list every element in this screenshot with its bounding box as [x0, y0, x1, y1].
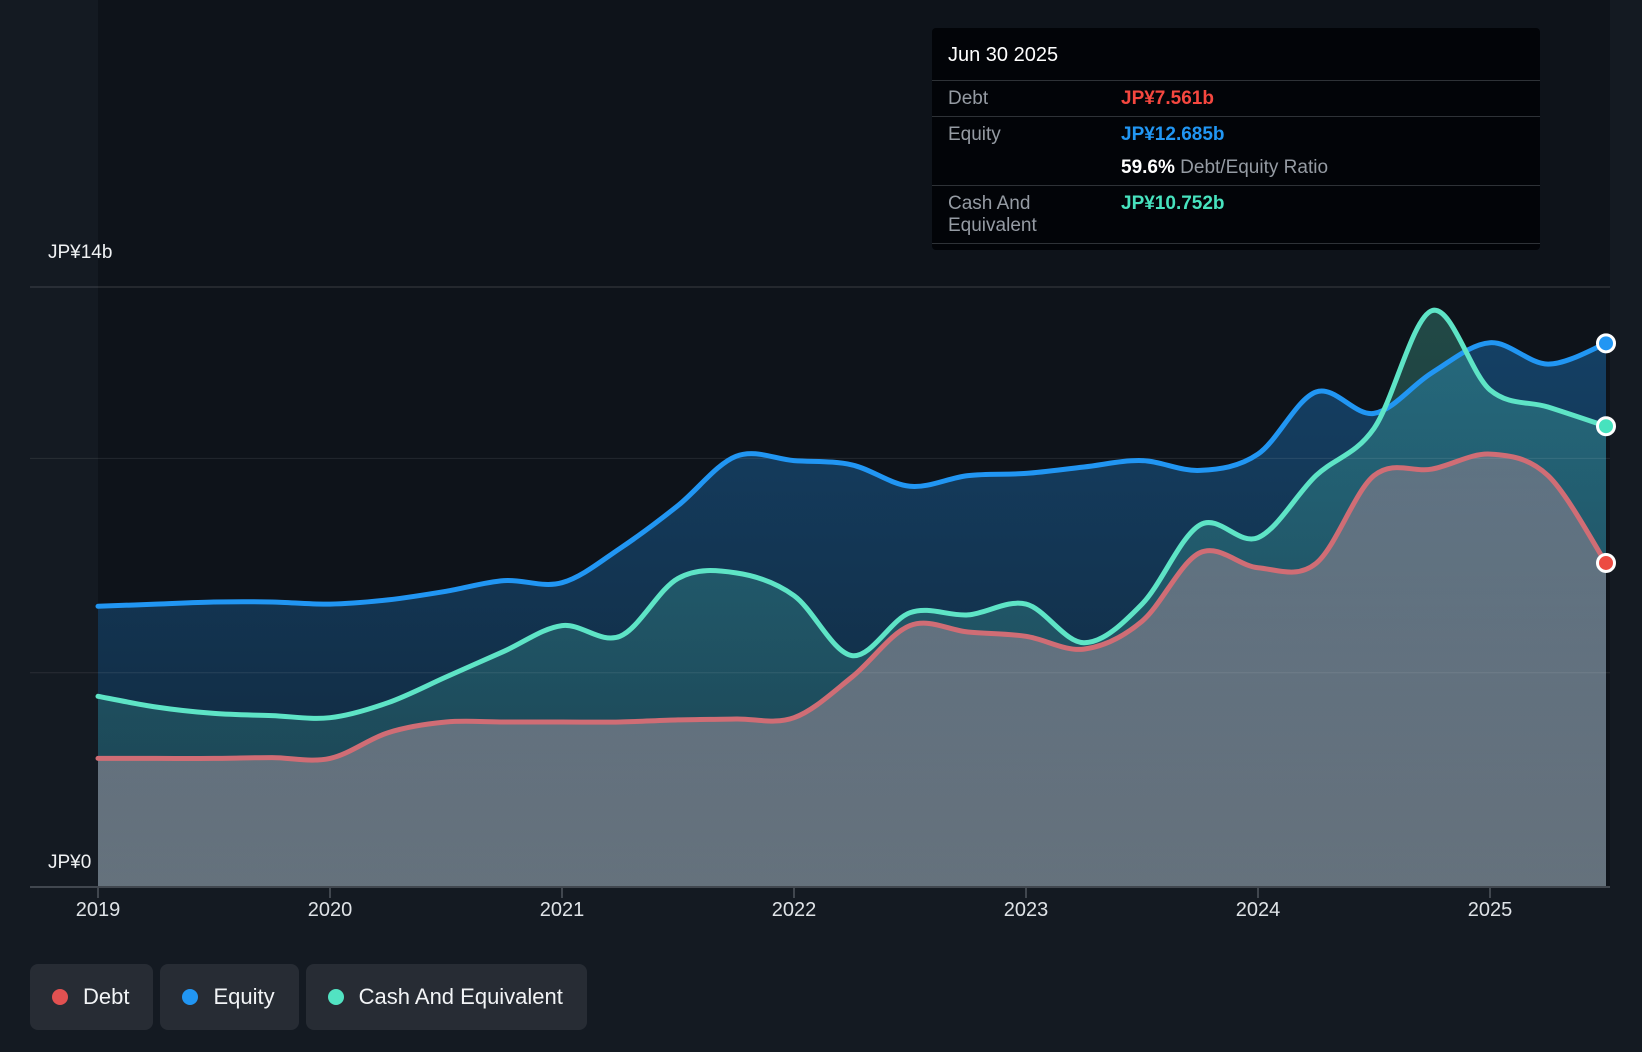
tooltip-cash-label: Cash And Equivalent — [948, 193, 1037, 236]
legend-debt-label: Debt — [83, 984, 130, 1009]
tooltip-debt-value: JP¥7.561b — [1121, 88, 1214, 109]
tooltip-equity-value: JP¥12.685b — [1121, 124, 1225, 145]
x-axis-label-2019: 2019 — [75, 899, 121, 921]
tooltip-row-cash: Cash And Equivalent JP¥10.752b — [932, 185, 1540, 243]
tooltip-row-debt: Debt JP¥7.561b — [932, 80, 1540, 116]
cash-series-dot-icon — [327, 989, 344, 1005]
legend-cash-label: Cash And Equivalent — [358, 984, 563, 1009]
x-axis-label-2020: 2020 — [307, 899, 353, 921]
y-axis-max-label: JP¥14b — [48, 242, 113, 263]
x-axis-label-2024: 2024 — [1235, 899, 1281, 921]
tooltip-row-equity: Equity JP¥12.685b 59.6% Debt/Equity Rati… — [932, 116, 1540, 185]
tooltip-debt-label: Debt — [948, 88, 989, 109]
x-axis-label-2025: 2025 — [1467, 899, 1513, 921]
tooltip-equity-label: Equity — [948, 124, 1001, 145]
equity-series-dot-icon — [182, 989, 199, 1005]
debt-series-dot-icon — [52, 989, 68, 1005]
chart-tooltip: Jun 30 2025 Debt JP¥7.561b Equity JP¥12.… — [932, 28, 1540, 250]
x-axis-label-2022: 2022 — [771, 899, 817, 921]
tooltip-date: Jun 30 2025 — [948, 44, 1059, 66]
legend-equity-label: Equity — [213, 984, 275, 1009]
endpoint-dot-equity — [1596, 333, 1616, 354]
y-axis-zero-label: JP¥0 — [48, 852, 92, 873]
tooltip-debt-equity-ratio: 59.6% Debt/Equity Ratio — [1121, 157, 1329, 178]
chart-legend: Debt Equity Cash And Equivalent — [30, 964, 587, 1030]
x-axis-label-2023: 2023 — [1003, 899, 1049, 921]
legend-toggle-equity[interactable]: Equity — [160, 964, 299, 1030]
x-axis-label-2021: 2021 — [539, 899, 585, 921]
endpoint-dot-cash-and-equivalent — [1596, 416, 1616, 437]
endpoint-dot-debt — [1596, 552, 1616, 573]
tooltip-cash-value: JP¥10.752b — [1121, 193, 1225, 214]
legend-toggle-debt[interactable]: Debt — [30, 964, 154, 1030]
legend-toggle-cash[interactable]: Cash And Equivalent — [305, 964, 587, 1030]
